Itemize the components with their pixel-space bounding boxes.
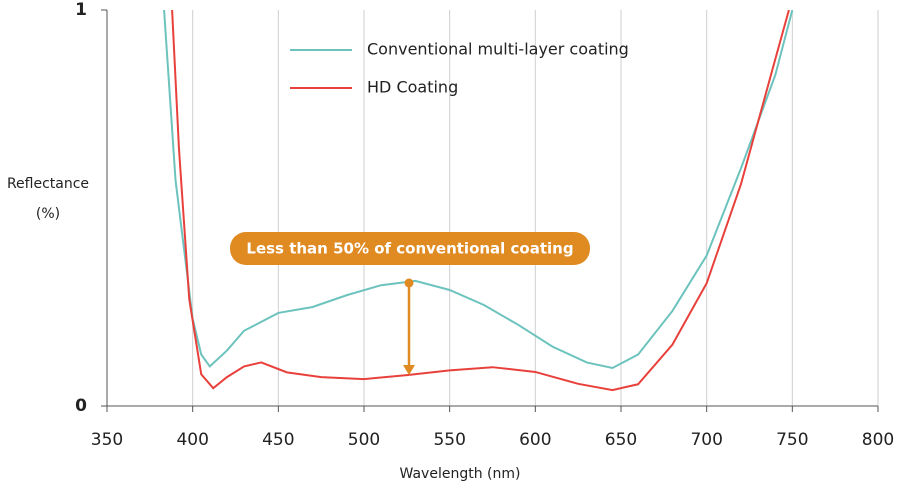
annotation-text: Less than 50% of conventional coating bbox=[246, 240, 573, 258]
annotation-arrowhead bbox=[403, 365, 415, 375]
y-tick-label: 0 bbox=[75, 396, 87, 416]
x-axis-label: Wavelength (nm) bbox=[400, 466, 521, 482]
x-tick-label: 750 bbox=[776, 430, 808, 450]
x-tick-label: 500 bbox=[348, 430, 380, 450]
x-tick-label: 600 bbox=[519, 430, 551, 450]
x-tick-label: 550 bbox=[433, 430, 465, 450]
annotation-box bbox=[230, 232, 590, 265]
x-tick-label: 400 bbox=[176, 430, 208, 450]
x-tick-label: 450 bbox=[262, 430, 294, 450]
legend-label: Conventional multi-layer coating bbox=[367, 40, 629, 59]
x-tick-label: 800 bbox=[862, 430, 894, 450]
series-line bbox=[163, 10, 794, 370]
series-line bbox=[171, 10, 790, 392]
y-axis-label: Reflectance bbox=[7, 176, 89, 192]
legend-label: HD Coating bbox=[367, 78, 458, 97]
x-tick-label: 650 bbox=[605, 430, 637, 450]
x-tick-label: 700 bbox=[690, 430, 722, 450]
x-tick-label: 350 bbox=[91, 430, 123, 450]
y-axis-label: (%) bbox=[36, 206, 60, 222]
annotation-dot bbox=[404, 278, 414, 288]
y-tick-label: 1 bbox=[75, 0, 87, 20]
